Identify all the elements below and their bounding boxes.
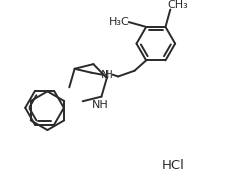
Text: N: N	[100, 70, 109, 80]
Text: HCl: HCl	[162, 159, 185, 172]
Text: H₃C: H₃C	[109, 17, 130, 27]
Text: CH₃: CH₃	[168, 0, 188, 10]
Text: NH: NH	[92, 100, 109, 110]
Text: H: H	[105, 70, 112, 80]
